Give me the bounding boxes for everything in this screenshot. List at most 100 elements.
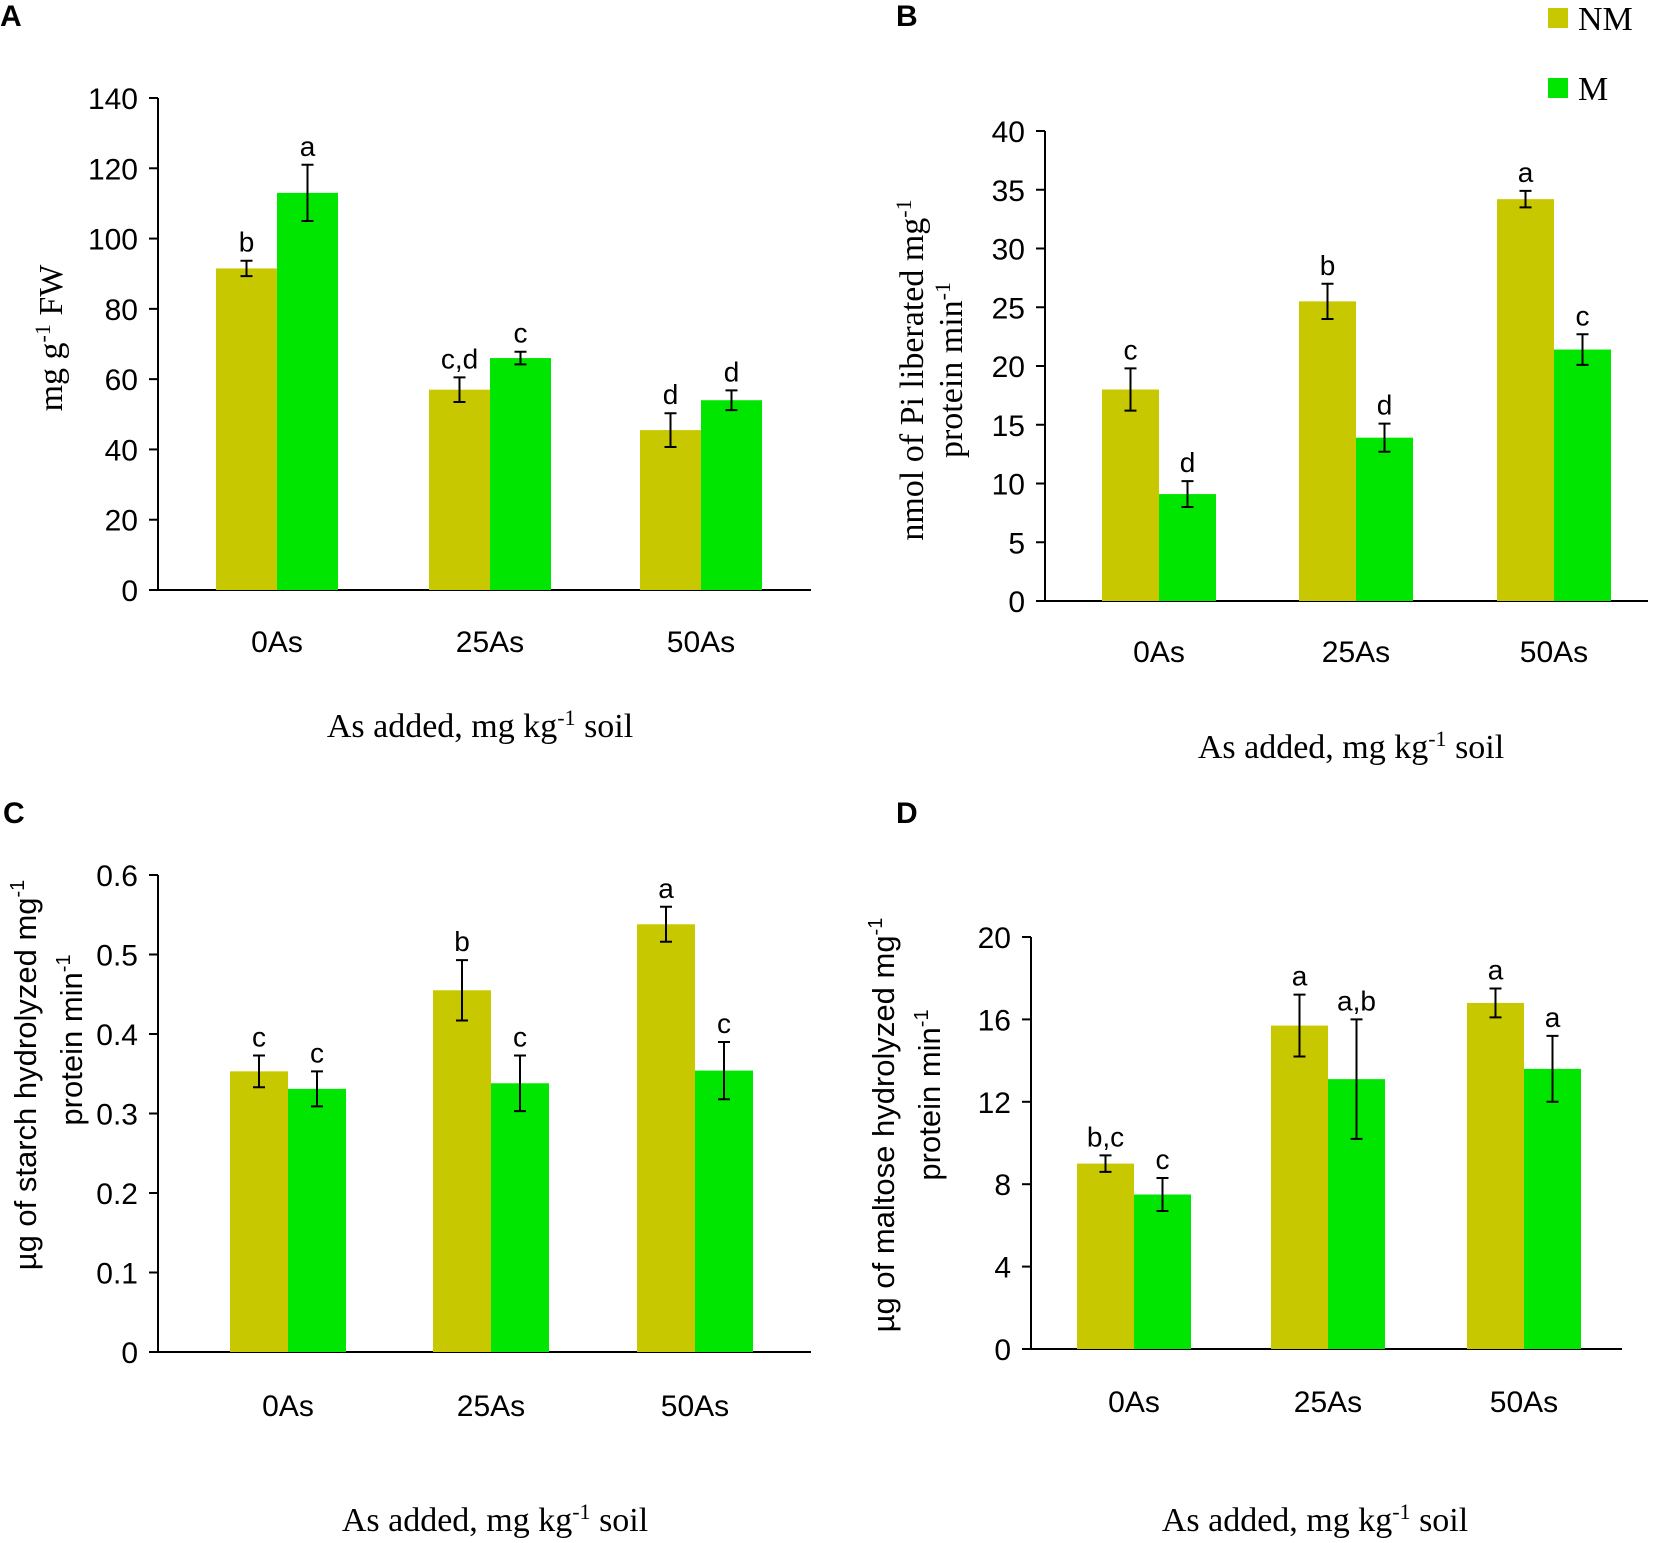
y-tick-label-b: 10 [992,469,1025,502]
x-category-label-a: 25As [456,626,524,659]
bar-c-nm-25as [433,990,491,1352]
y-tick-label-c: 0.6 [96,860,138,893]
y-tick-label-c: 0 [121,1337,138,1370]
error-bar-d [1489,987,1502,1019]
error-bar-d [1156,1177,1169,1212]
error-bar-b [1124,367,1137,412]
y-tick-label-a: 20 [105,505,138,538]
y-tick-label-b: 35 [992,175,1025,208]
significance-letter-c: c [310,1037,324,1068]
y-tick-label-c: 0.3 [96,1099,138,1132]
error-bar-a [514,350,527,366]
significance-letter-d: a [1292,961,1308,992]
significance-letter-c: b [454,926,470,957]
y-tick-label-b: 25 [992,292,1025,325]
error-bar-a [664,412,677,448]
y-tick-label-d: 4 [994,1252,1011,1285]
x-category-label-d: 50As [1490,1386,1558,1419]
y-tick-label-b: 40 [992,116,1025,149]
bar-c-m-0as [288,1088,346,1352]
y-tick-label-a: 100 [88,224,138,257]
y-tick-label-d: 0 [994,1334,1011,1367]
significance-letter-b: c [1124,334,1138,365]
bar-a-m-50as [701,400,762,590]
error-bar-d [1546,1034,1559,1103]
legend: NM M [1548,1,1633,108]
x-category-label-b: 50As [1520,636,1588,669]
error-bar-c [514,1054,526,1113]
y-tick-label-b: 0 [1008,586,1025,619]
y-tick-label-a: 0 [121,575,138,608]
error-bar-d [1293,993,1306,1058]
x-category-label-a: 0As [251,626,303,659]
x-category-label-c: 0As [262,1390,314,1423]
y-tick-label-b: 20 [992,351,1025,384]
error-bar-c [253,1054,265,1089]
significance-letter-d: a,b [1337,985,1376,1016]
bar-d-nm-0as [1077,1163,1134,1349]
legend-label-nm: NM [1578,1,1633,38]
bar-d-nm-25as [1271,1025,1328,1349]
bar-c-nm-50as [637,924,695,1352]
y-axis-title-b-line1: nmol of Pi liberated mg-1 [891,199,931,540]
y-tick-label-d: 16 [978,1004,1011,1037]
significance-letter-d: a [1545,1002,1561,1033]
bar-a-m-25as [490,358,551,590]
bar-a-m-0as [277,192,338,590]
x-category-label-c: 50As [661,1390,729,1423]
panel-letter-b: B [896,0,918,33]
bar-d-nm-50as [1467,1002,1524,1349]
y-tick-label-c: 0.1 [96,1258,138,1291]
error-bar-a [301,163,314,222]
y-axis-title-b-line2: protein min-1 [930,282,970,458]
significance-letter-c: c [717,1008,731,1039]
error-bar-a [725,389,738,412]
significance-letter-c: c [252,1021,266,1052]
x-category-label-b: 0As [1133,636,1185,669]
bar-c-m-25as [491,1083,549,1352]
error-bar-b [1576,333,1589,366]
x-axis-title-b: As added, mg kg-1 soil [1198,726,1504,766]
y-axis-title-c-line2: protein min-1 [53,954,89,1125]
y-tick-label-d: 12 [978,1087,1011,1120]
error-bar-b [1378,422,1391,453]
significance-letter-b: a [1518,157,1534,188]
y-tick-label-a: 60 [105,364,138,397]
error-bar-d [1350,1018,1363,1140]
x-category-label-d: 25As [1294,1386,1362,1419]
bar-d-m-50as [1524,1068,1581,1349]
y-tick-label-c: 0.2 [96,1178,138,1211]
y-tick-label-c: 0.5 [96,940,138,973]
error-bar-b [1181,480,1194,508]
bar-c-nm-0as [230,1071,288,1352]
bar-a-nm-0as [216,268,277,590]
y-tick-label-a: 40 [105,434,138,467]
significance-letter-b: d [1377,390,1393,421]
y-tick-label-c: 0.4 [96,1019,138,1052]
error-bar-c [718,1040,730,1101]
chart-panel-d: µg of maltose hydrolyzed mg-1 protein mi… [865,918,1622,1539]
y-axis-title-c-line1: µg of starch hydrolyzed mg-1 [7,880,43,1271]
y-tick-label-d: 20 [978,922,1011,955]
x-category-label-d: 0As [1108,1386,1160,1419]
bar-b-nm-25as [1299,301,1356,601]
y-axis-title-a: mg g-1 FW [30,264,70,412]
y-axis-title-d-line2: protein min-1 [911,1009,947,1180]
panel-letter-d: D [896,797,918,830]
significance-letter-a: d [663,379,679,410]
legend-swatch-nm [1548,8,1568,28]
significance-letter-a: b [239,227,255,258]
bar-b-m-25as [1356,437,1413,601]
panel-letter-a: A [0,0,22,33]
significance-letter-d: b,c [1087,1121,1124,1152]
bar-b-nm-50as [1497,199,1554,601]
chart-panel-a: mg g-1 FW As added, mg kg-1 soil 0 20 40 60… [30,83,811,745]
x-category-label-a: 50As [667,626,735,659]
significance-letter-d: a [1488,955,1504,986]
x-category-label-c: 25As [457,1390,525,1423]
y-tick-label-d: 8 [994,1169,1011,1202]
x-axis-title-a: As added, mg kg-1 soil [327,705,633,745]
error-bar-c [456,959,468,1022]
y-tick-label-a: 80 [105,294,138,327]
